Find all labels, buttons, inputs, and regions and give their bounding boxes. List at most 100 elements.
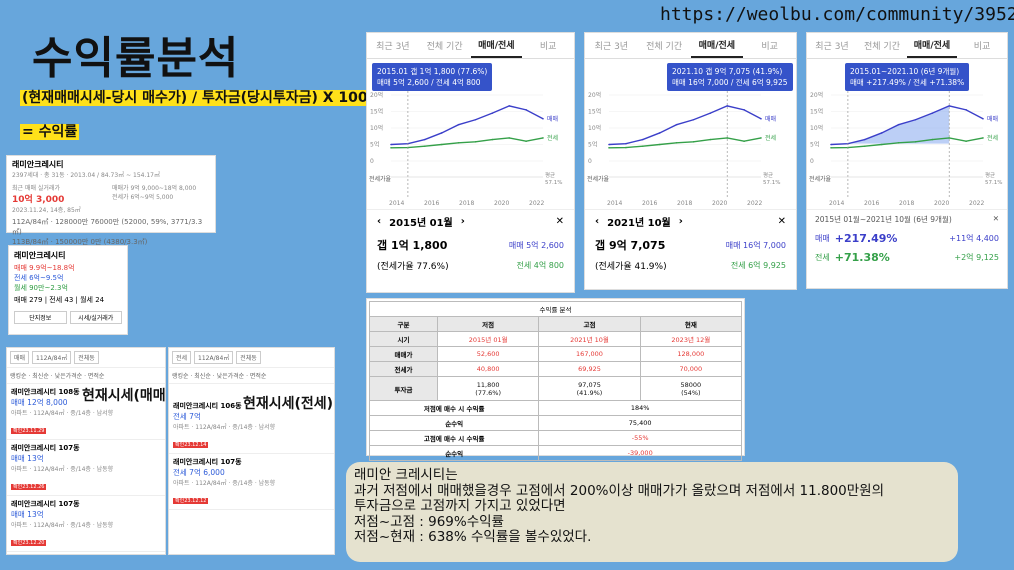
prev-month-button[interactable]: ‹ bbox=[377, 216, 382, 227]
sale-point bbox=[491, 112, 494, 114]
tooltip-line-2: 매매 5억 2,600 / 전세 4억 800 bbox=[377, 78, 481, 87]
lease-point bbox=[457, 142, 460, 144]
prev-month-button[interactable]: ‹ bbox=[595, 216, 600, 227]
list-item[interactable]: 래미안크레시티 107동 매매 13억 아파트 · 112A/84㎡ · 중/14층… bbox=[7, 496, 165, 552]
lease-point bbox=[965, 140, 967, 142]
list-item[interactable]: 래미안크레시티 108동 매매 12억 8,000 아파트 · 112A/84㎡ ·… bbox=[7, 384, 165, 440]
apt-name-2: 래미안크레시티 bbox=[14, 251, 66, 260]
x-tick-label: 2020 bbox=[712, 200, 727, 207]
sale-point bbox=[525, 109, 527, 111]
tab-1[interactable]: 전체 기간 bbox=[646, 42, 683, 52]
next-month-button[interactable]: › bbox=[460, 216, 465, 227]
sale-point bbox=[508, 105, 511, 107]
lease-point bbox=[525, 140, 527, 142]
x-tick-label: 2018 bbox=[899, 200, 914, 207]
legend-lease: 전세 bbox=[987, 134, 998, 142]
lease-point bbox=[608, 147, 610, 149]
current-month: 2015년 01월 bbox=[389, 218, 453, 229]
table-header: 현재 bbox=[639, 316, 743, 332]
legend-lease: 전세 bbox=[765, 134, 776, 142]
sale-point bbox=[863, 138, 866, 141]
list-item[interactable]: 래미안크레시티 106동 전세 7억 아파트 · 112A/84㎡ · 중/14층 … bbox=[169, 398, 334, 454]
tab-0[interactable]: 최근 3년 bbox=[376, 42, 410, 52]
table-cell: 69,925 bbox=[538, 361, 641, 377]
chart-tooltip: 2015.01~2021.10 (6년 9개월) 매매 +217.49% / 전세… bbox=[845, 63, 970, 91]
sort-filter[interactable]: 랭킹순 · 최신순 · 낮은가격순 · 면적순 bbox=[7, 368, 165, 384]
list-item[interactable]: 래미안크레시티 107동 매매 13억 아파트 · 112A/84㎡ · 중/14층… bbox=[7, 440, 165, 496]
formula-eq: = 수익률 bbox=[20, 121, 80, 141]
x-tick-label: 2018 bbox=[677, 200, 692, 207]
complex-info-button[interactable]: 단지정보 bbox=[14, 311, 67, 324]
sale-point bbox=[931, 112, 934, 114]
close-icon[interactable]: ✕ bbox=[992, 214, 999, 223]
x-tick-label: 2022 bbox=[747, 200, 762, 207]
table-cell: 70,000 bbox=[639, 361, 743, 377]
unit-row-2: 113B/84㎡ · 150000만 0만 (4380/3.3㎡) bbox=[12, 238, 148, 246]
tab-2[interactable]: 매매/전세 bbox=[907, 33, 957, 58]
cell-value: 97,075 bbox=[578, 380, 601, 389]
close-icon[interactable]: ✕ bbox=[777, 216, 786, 227]
chart-tooltip: 2015.01 갭 1억 1,800 (77.6%) 매매 5억 2,600 / … bbox=[372, 63, 493, 91]
sale-range: 매매가 9억 9,000~18억 8,000 bbox=[112, 185, 197, 192]
close-icon[interactable]: ✕ bbox=[555, 216, 564, 227]
summary-label: 순수익 bbox=[368, 415, 540, 431]
lease-point bbox=[726, 137, 729, 139]
area-select-2[interactable]: 112A/84㎡ bbox=[194, 351, 234, 364]
listing-price: 매매 12억 8,000 bbox=[11, 398, 68, 407]
tab-0[interactable]: 최근 3년 bbox=[594, 42, 629, 52]
summary-row: 순수익 75,400 bbox=[368, 415, 742, 431]
summary-row: 고점에 매수 시 수익률 -55% bbox=[368, 430, 742, 446]
tab-1[interactable]: 전체 기간 bbox=[864, 42, 900, 52]
sort-filter-2[interactable]: 랭킹순 · 최신순 · 낮은가격순 · 면적순 bbox=[169, 368, 334, 384]
chart-panel-compare: 최근 3년 전체 기간 매매/전세 비교 2015.01~2021.10 (6년 9개월… bbox=[806, 32, 1008, 289]
lease-point bbox=[863, 145, 866, 147]
tab-2[interactable]: 매매/전세 bbox=[690, 33, 744, 58]
tab-3[interactable]: 비교 bbox=[761, 42, 778, 52]
sale-point bbox=[692, 118, 695, 121]
sale-point bbox=[658, 132, 661, 134]
x-tick-label: 2014 bbox=[389, 200, 404, 207]
table-cell: 167,000 bbox=[538, 346, 641, 362]
lease-series-line bbox=[608, 137, 762, 149]
table-row: 시기 2015년 01월 2021년 10월 2023년 12월 bbox=[369, 331, 743, 347]
next-month-button[interactable]: › bbox=[678, 216, 683, 227]
sale-point bbox=[709, 112, 712, 114]
lease-point bbox=[641, 145, 644, 147]
conclusion-note: 래미안 크레시티는 과거 저점에서 매매했을경우 고점에서 200%이상 매매가… bbox=[346, 462, 958, 562]
note-line-3: 투자금으로 고점까지 가지고 있었다면 bbox=[354, 498, 566, 514]
tab-1[interactable]: 전체 기간 bbox=[426, 42, 463, 52]
trade-type-select[interactable]: 매매 bbox=[10, 351, 30, 364]
tab-2[interactable]: 매매/전세 bbox=[470, 33, 523, 58]
table-cell: 52,600 bbox=[436, 346, 540, 362]
table-cell: 2023년 12월 bbox=[639, 331, 743, 347]
tab-3[interactable]: 비교 bbox=[973, 42, 991, 52]
sale-series-line bbox=[830, 105, 984, 146]
lease-point bbox=[474, 141, 477, 143]
table-header: 구분 bbox=[369, 316, 438, 332]
price-history-button[interactable]: 시세/실거래가 bbox=[69, 311, 122, 324]
formula: (현재매매시세-당시 매수가) / 투자금(당시투자금) X 100 bbox=[20, 87, 370, 107]
trade-type-select-2[interactable]: 전세 bbox=[172, 351, 192, 364]
sale-point bbox=[897, 123, 900, 126]
building-select[interactable]: 전체동 bbox=[74, 351, 99, 364]
table-cell: 58000 (54%) bbox=[639, 376, 743, 401]
listing-price: 전세 7억 6,000 bbox=[173, 468, 225, 477]
tab-0[interactable]: 최근 3년 bbox=[815, 42, 849, 52]
x-tick-label: 2020 bbox=[934, 200, 949, 207]
compare-period: 2015년 01월~2021년 10월 (6년 9개월) bbox=[815, 215, 952, 224]
y-tick-label: 5억 bbox=[588, 141, 597, 149]
list-item[interactable]: 래미안크레시티 107동 전세 7억 6,000 아파트 · 112A/84㎡ · … bbox=[169, 454, 334, 510]
lease-point bbox=[692, 141, 695, 143]
y-tick-label: 0 bbox=[588, 158, 592, 165]
summary-label: 순수익 bbox=[368, 445, 540, 461]
area-select[interactable]: 112A/84㎡ bbox=[32, 351, 72, 364]
row-label: 시기 bbox=[369, 331, 438, 347]
table-title: 수익률 분석 bbox=[369, 301, 742, 317]
listing-desc: 아파트 · 112A/84㎡ · 중/14층 · 남동향 bbox=[11, 466, 114, 473]
tab-3[interactable]: 비교 bbox=[539, 42, 557, 52]
gap-amount: 갭 1억 1,800 bbox=[377, 239, 448, 252]
building-select-2[interactable]: 전체동 bbox=[236, 351, 261, 364]
